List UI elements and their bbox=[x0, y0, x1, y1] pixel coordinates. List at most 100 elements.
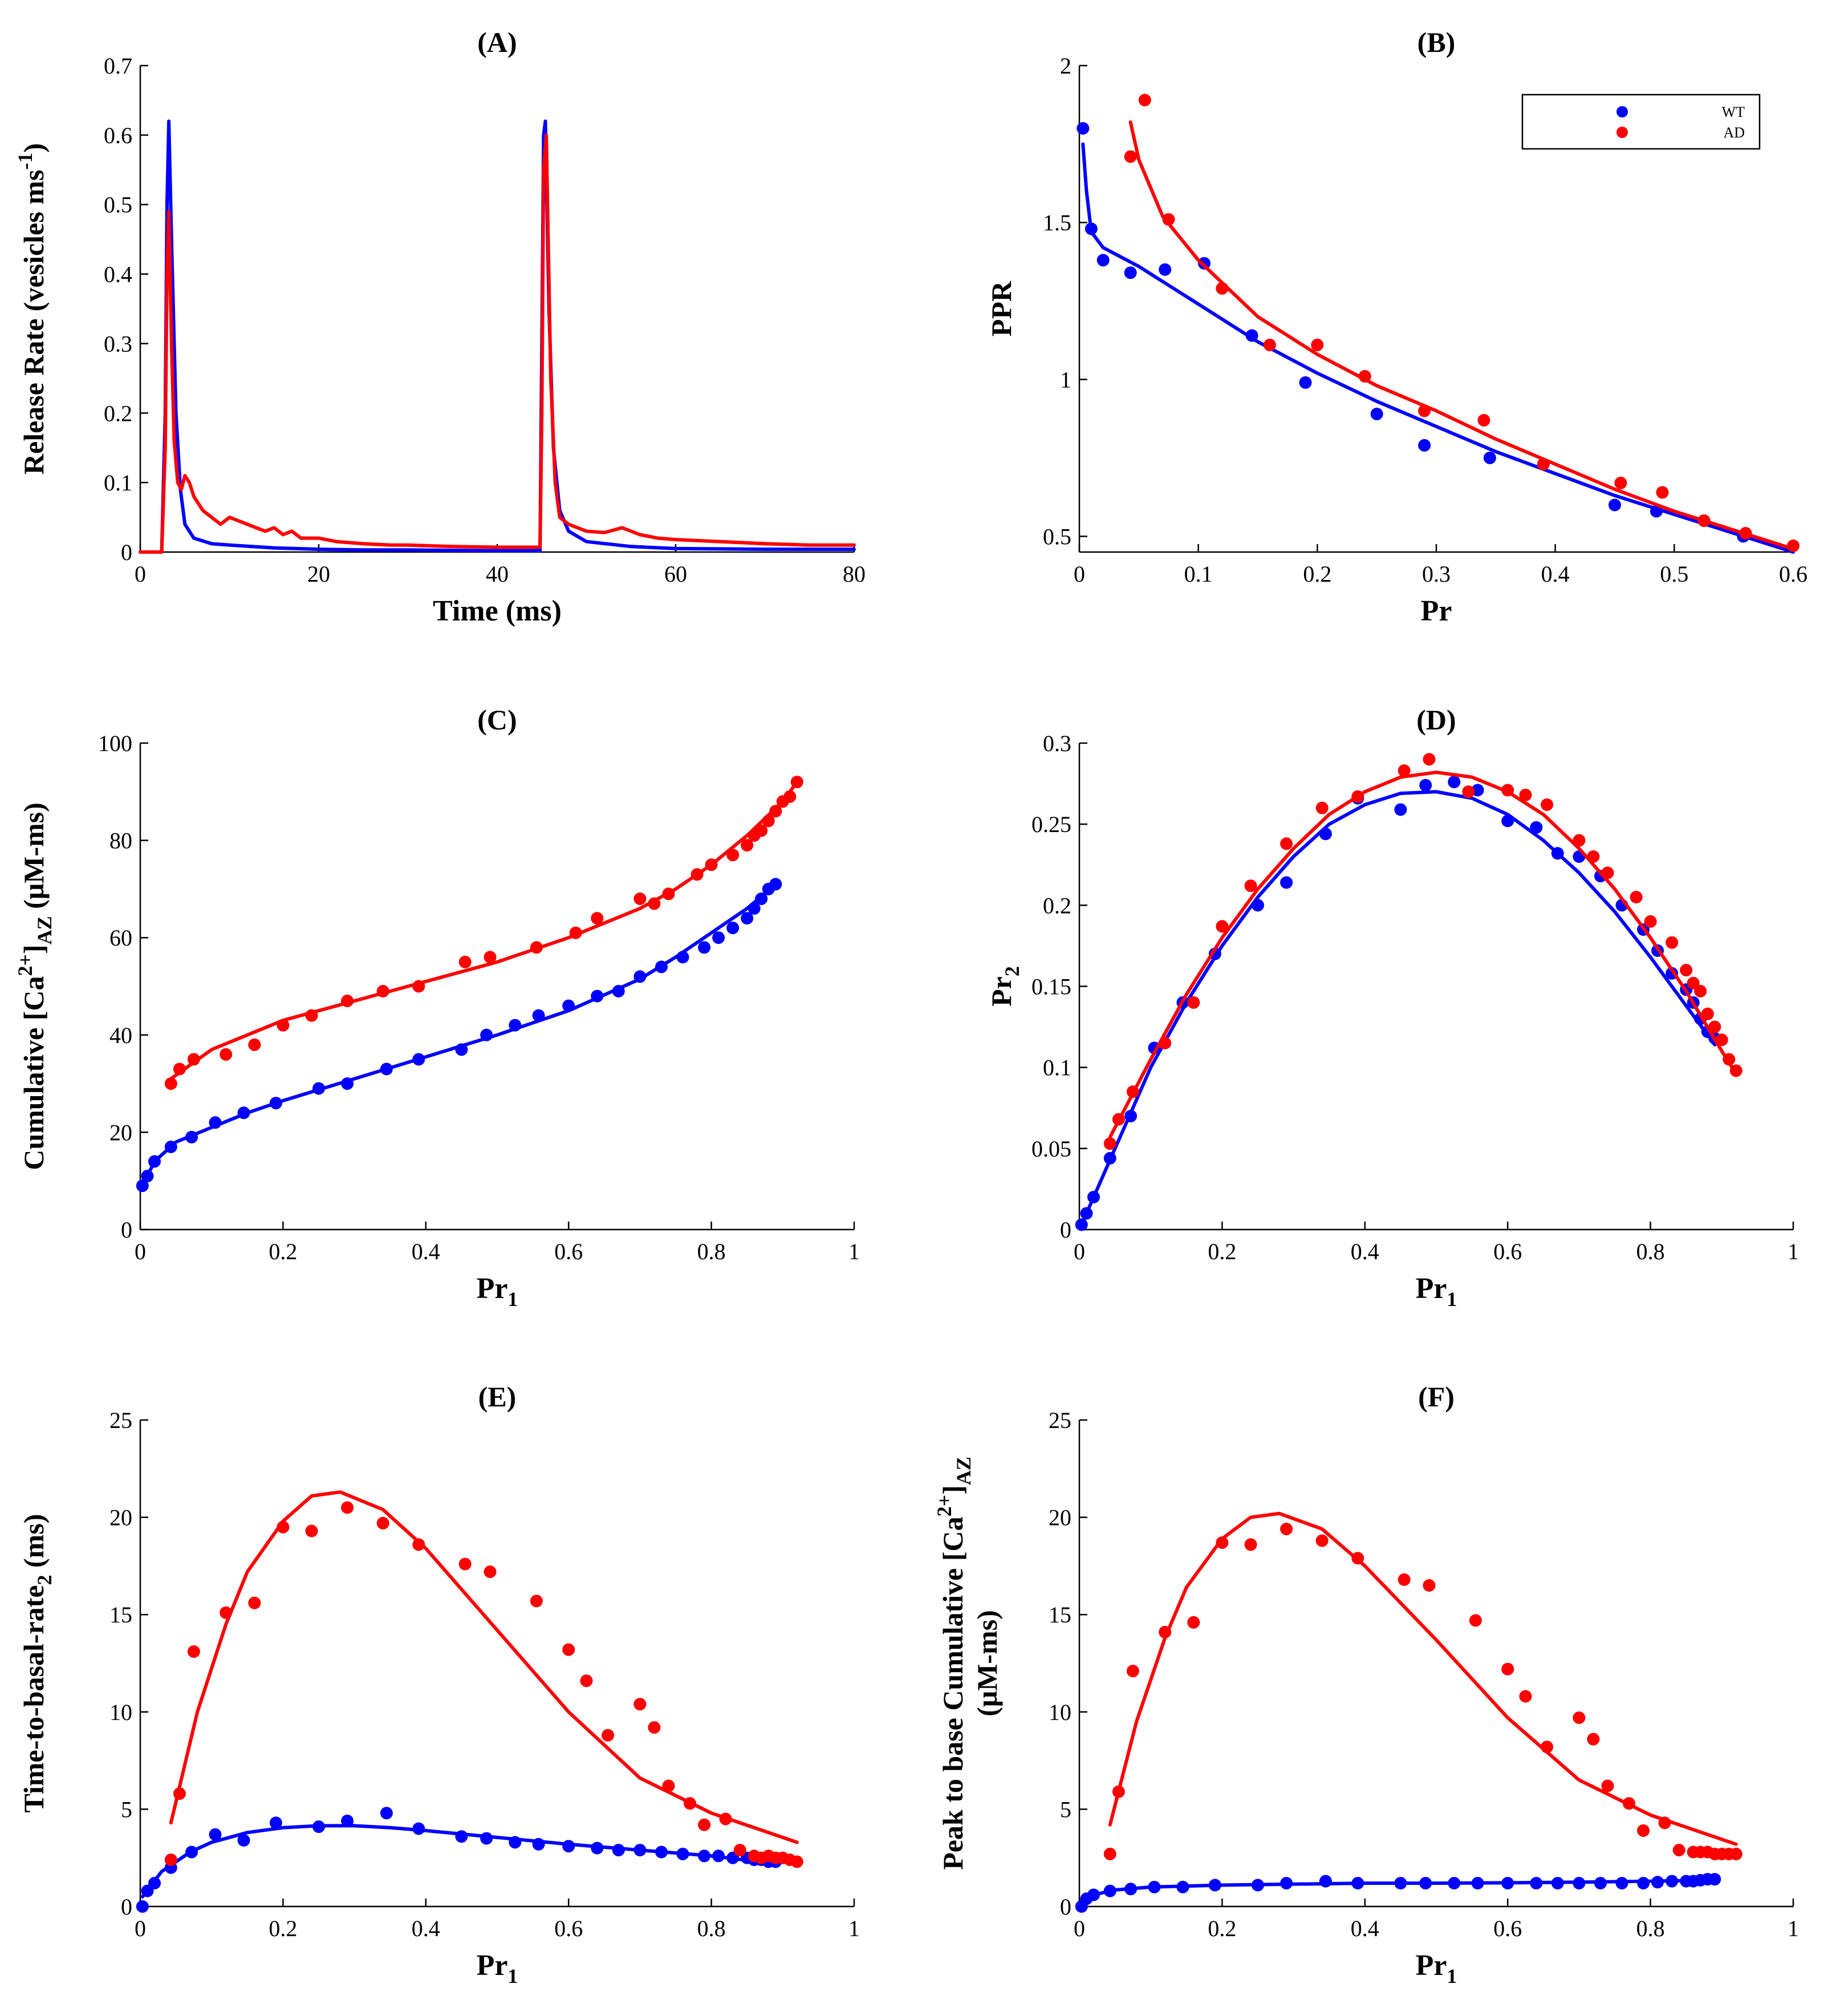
chart-title: (F) bbox=[1418, 1381, 1455, 1413]
data-point-ad bbox=[1162, 213, 1175, 226]
data-point-ad bbox=[484, 951, 497, 964]
data-point-ad bbox=[1708, 1020, 1721, 1033]
data-point-ad bbox=[248, 1038, 261, 1051]
y-tick-label: 0.5 bbox=[104, 192, 132, 218]
y-axis-label-bracket: ] bbox=[937, 1485, 969, 1495]
series-line-ad bbox=[139, 133, 856, 554]
data-point-ad bbox=[458, 955, 472, 968]
y-axis-label-end: (ms) bbox=[18, 1514, 50, 1575]
data-point-ad bbox=[562, 1643, 575, 1656]
data-point-wt bbox=[1419, 778, 1432, 792]
data-point-ad bbox=[1519, 789, 1532, 801]
data-point-ad bbox=[1315, 801, 1329, 814]
data-point-ad bbox=[1687, 976, 1700, 989]
y-axis-label-text: PPR bbox=[985, 281, 1017, 336]
panel-a: 0 20 40 60 80 0 0.1 0.2 0.3 0.4 0.5 0.6 0.7 (A) Time (… bbox=[14, 26, 866, 627]
data-point-ad bbox=[1614, 476, 1627, 489]
data-point-ad bbox=[1124, 150, 1137, 163]
series-line-wt bbox=[1081, 142, 1795, 554]
data-point-ad bbox=[1462, 785, 1475, 798]
x-tick-label: 0.4 bbox=[412, 1239, 440, 1264]
y-axis-label-subscript: AZ bbox=[33, 916, 56, 944]
y-tick-label: 0.6 bbox=[104, 123, 132, 148]
x-tick-label: 0.8 bbox=[697, 1239, 726, 1264]
y-tick-label: 15 bbox=[109, 1602, 132, 1628]
y-axis-label: Pr2 bbox=[985, 966, 1023, 1007]
y-tick-label: 0.25 bbox=[1031, 812, 1071, 837]
data-point-ad bbox=[1541, 798, 1554, 811]
data-point-ad bbox=[1187, 1616, 1200, 1629]
y-tick-label: 1.5 bbox=[1043, 210, 1071, 236]
data-point-ad bbox=[1398, 1573, 1411, 1586]
y-axis-label: Cumulative [Ca2+]AZ (μM-ms) bbox=[14, 802, 56, 1170]
y-tick-label: 0.15 bbox=[1031, 974, 1071, 1000]
data-point-ad bbox=[164, 1077, 177, 1090]
y-axis-label-bracket: ] bbox=[18, 944, 50, 954]
data-point-ad bbox=[1398, 764, 1411, 777]
y-axis-label-subscript: 2 bbox=[1001, 966, 1023, 976]
x-tick-label: 0.4 bbox=[1541, 561, 1570, 587]
data-point-wt bbox=[1418, 439, 1431, 452]
x-axis-label: Time (ms) bbox=[433, 595, 562, 627]
data-point-ad bbox=[1680, 964, 1693, 977]
data-point-wt bbox=[712, 931, 725, 944]
legend-box bbox=[1521, 94, 1761, 150]
data-point-ad bbox=[376, 1516, 389, 1530]
x-tick-label: 0.6 bbox=[1779, 561, 1807, 587]
y-tick-label: 5 bbox=[1060, 1796, 1071, 1822]
y-axis-label: Time-to-basal-rate2 (ms) bbox=[18, 1514, 56, 1813]
data-point-ad bbox=[1280, 1523, 1293, 1536]
data-point-ad bbox=[633, 1698, 647, 1711]
data-point-ad bbox=[187, 1053, 200, 1066]
y-tick-label: 25 bbox=[1049, 1407, 1071, 1433]
y-tick-label: 0 bbox=[1060, 1217, 1071, 1243]
y-axis-label-superscript: 2+ bbox=[933, 1495, 956, 1517]
data-point-ad bbox=[1587, 1733, 1600, 1746]
y-axis-label: Release Rate (vesicles ms-1) bbox=[14, 143, 50, 474]
x-axis-label-subscript: 1 bbox=[507, 1288, 518, 1311]
data-point-ad bbox=[580, 1674, 593, 1688]
x-tick-label: 0.4 bbox=[1351, 1239, 1379, 1264]
y-tick-label: 20 bbox=[109, 1505, 132, 1531]
data-point-wt bbox=[1608, 498, 1621, 512]
data-point-ad bbox=[1311, 338, 1324, 351]
y-tick-label: 10 bbox=[1049, 1699, 1071, 1725]
data-point-ad bbox=[1644, 915, 1657, 928]
y-tick-label: 60 bbox=[109, 925, 132, 951]
data-point-wt bbox=[237, 1834, 250, 1847]
panel-d: 0 0.2 0.4 0.6 0.8 1 0 0.05 0.1 0.15 0.2 0.25 0.3 (D) P… bbox=[985, 704, 1799, 1311]
y-tick-label: 0.4 bbox=[104, 262, 132, 287]
x-tick-label: 0 bbox=[135, 561, 146, 587]
data-point-ad bbox=[458, 1557, 472, 1571]
data-point-ad bbox=[1519, 1690, 1532, 1703]
data-point-wt bbox=[1394, 803, 1407, 816]
x-axis-label-text: Pr bbox=[1416, 1272, 1447, 1305]
data-point-wt bbox=[726, 922, 740, 935]
y-axis-label-text: Peak to base Cumulative [Ca bbox=[937, 1516, 969, 1869]
data-point-ad bbox=[1423, 753, 1436, 766]
data-point-ad bbox=[1666, 936, 1679, 949]
data-point-ad bbox=[1315, 1534, 1329, 1547]
x-axis-label: Pr1 bbox=[477, 1272, 518, 1311]
data-point-ad bbox=[1138, 94, 1151, 107]
x-tick-label: 0.8 bbox=[1636, 1916, 1665, 1941]
data-point-ad bbox=[633, 893, 647, 905]
y-tick-label: 0.1 bbox=[1043, 1055, 1071, 1081]
chart-title: (A) bbox=[477, 26, 517, 58]
x-tick-label: 0.1 bbox=[1184, 561, 1213, 587]
y-tick-label: 100 bbox=[98, 731, 132, 756]
legend: WT AD bbox=[1521, 94, 1761, 150]
x-tick-label: 0 bbox=[1074, 561, 1085, 587]
data-point-wt bbox=[1448, 776, 1461, 789]
data-point-ad bbox=[1637, 1824, 1650, 1837]
y-tick-label: 2 bbox=[1060, 53, 1071, 79]
data-point-ad bbox=[741, 839, 754, 852]
data-point-ad bbox=[1263, 338, 1276, 351]
data-point-ad bbox=[1694, 985, 1707, 997]
x-axis-label: Pr1 bbox=[1416, 1272, 1457, 1311]
data-point-wt bbox=[1299, 376, 1312, 389]
y-axis-label-end: (μM-ms) bbox=[18, 802, 50, 916]
data-point-ad bbox=[1477, 413, 1490, 427]
y-tick-label: 5 bbox=[121, 1796, 132, 1822]
x-tick-label: 0.2 bbox=[1303, 561, 1331, 587]
